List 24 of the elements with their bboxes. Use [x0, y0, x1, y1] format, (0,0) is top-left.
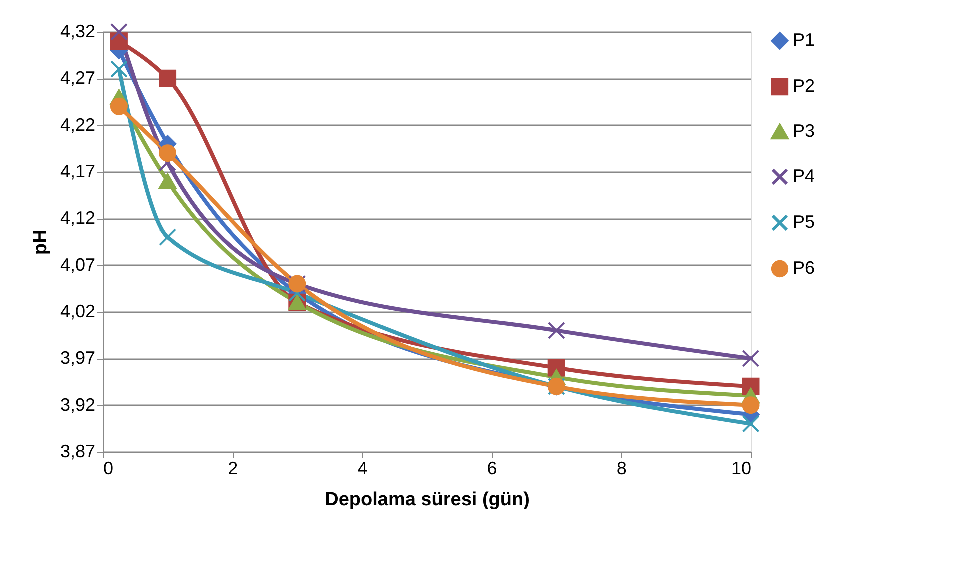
y-tick-label: 4,27 — [60, 68, 96, 88]
x-axis-title: Depolama süresi (gün) — [325, 490, 530, 510]
x-tick-label: 10 — [731, 458, 752, 478]
y-tick-label: 4,32 — [60, 22, 96, 42]
y-tick-label: 4,02 — [60, 302, 96, 322]
legend-label: P1 — [793, 30, 816, 50]
y-tick-label: 4,22 — [60, 114, 96, 135]
x-tick-label: 2 — [228, 458, 238, 478]
y-tick-label: 4,12 — [60, 208, 96, 228]
legend-label: P5 — [793, 212, 816, 232]
y-tick-label: 3,97 — [60, 348, 96, 368]
legend-label: P3 — [793, 121, 816, 141]
y-axis-title: pH — [30, 230, 52, 256]
legend-label: P4 — [793, 166, 816, 186]
legend-label: P2 — [793, 76, 816, 96]
y-tick-label: 4,17 — [60, 162, 96, 182]
x-tick-label: 6 — [487, 458, 498, 478]
x-tick-label: 0 — [104, 458, 114, 478]
legend-label: P6 — [793, 258, 816, 278]
x-tick-label: 4 — [358, 458, 368, 478]
y-tick-label: 3,92 — [60, 394, 96, 415]
y-tick-label: 4,07 — [60, 254, 96, 275]
y-tick-label: 3,87 — [60, 442, 96, 462]
x-tick-label: 8 — [616, 458, 627, 478]
